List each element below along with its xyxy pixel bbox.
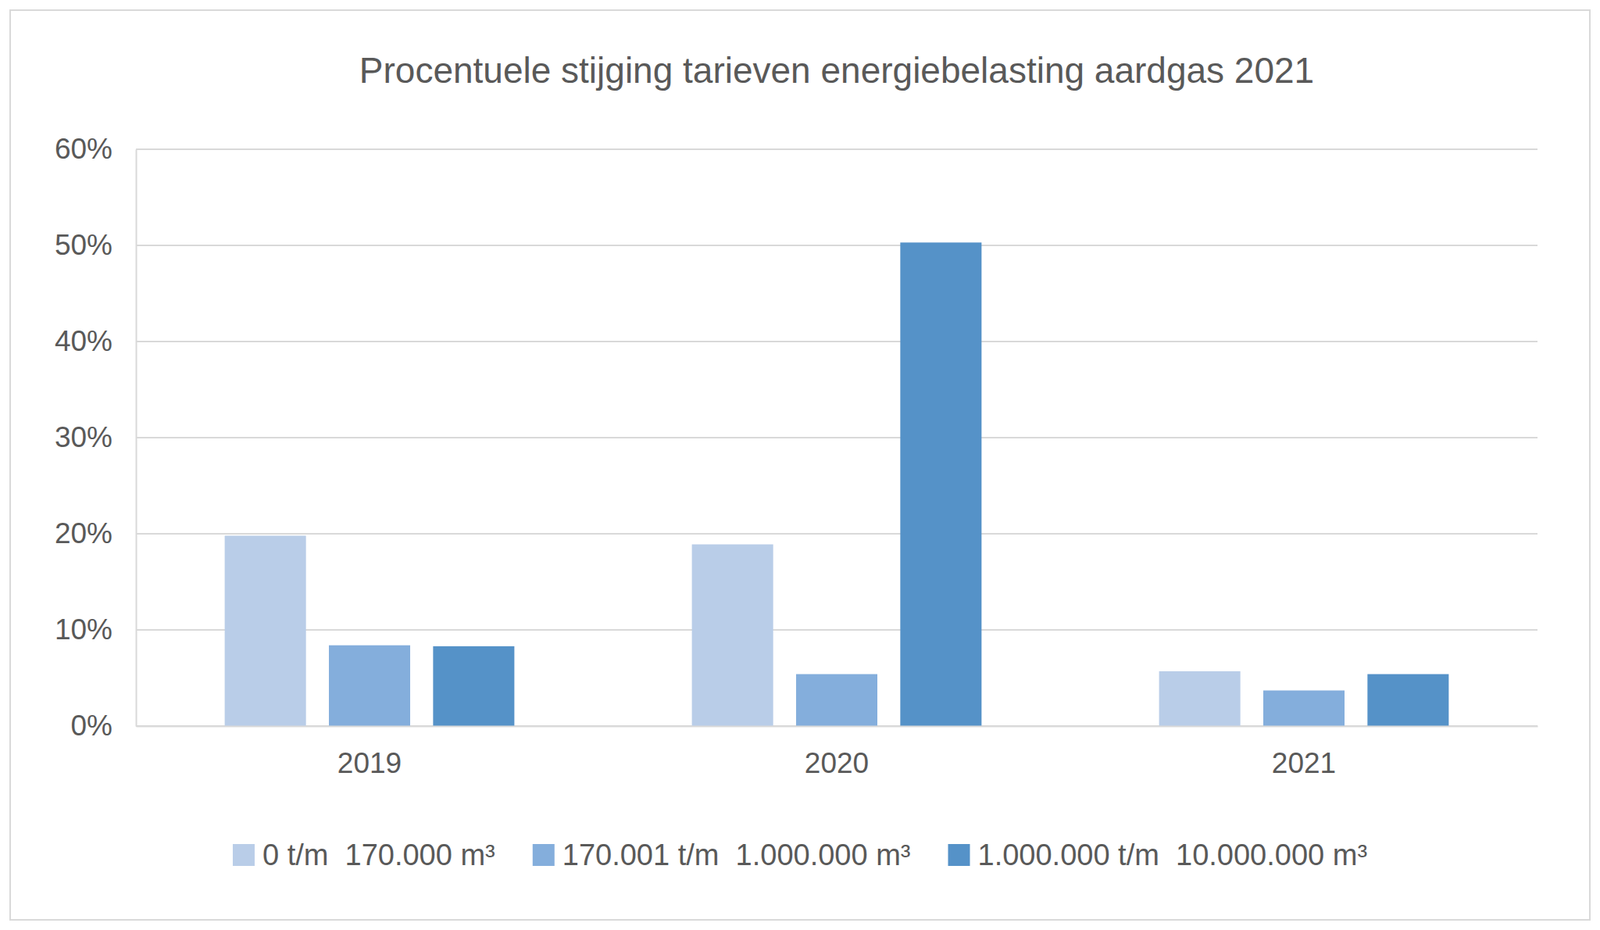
bar — [796, 674, 878, 726]
y-tick-label: 50% — [54, 228, 113, 261]
bar — [432, 646, 515, 726]
series — [432, 242, 1449, 726]
grid-line — [135, 340, 1538, 343]
legend-swatch — [948, 843, 971, 866]
bar — [225, 535, 307, 726]
series — [225, 535, 1241, 726]
chart: Procentuele stijging tarieven energiebel… — [0, 0, 1600, 930]
y-tick-label: 60% — [54, 132, 113, 165]
bar — [692, 544, 774, 726]
grid — [135, 149, 1538, 726]
y-tick: 20% — [54, 517, 136, 550]
y-axis-line — [135, 150, 138, 727]
y-tick: 10% — [54, 613, 136, 646]
y-tick-label: 40% — [54, 325, 113, 358]
grid-line — [135, 244, 1538, 247]
y-tick-label: 30% — [54, 421, 113, 454]
grid-line — [135, 628, 1538, 631]
legend-item: 1.000.000 t/m 10.000.000 m³ — [948, 838, 1368, 872]
grid-line — [135, 436, 1538, 439]
bar — [1367, 674, 1449, 726]
legend-swatch — [532, 843, 555, 866]
x-tick: 2021 — [1271, 725, 1336, 779]
bar — [1159, 671, 1241, 726]
x-tick-label: 2020 — [804, 746, 869, 779]
title: Procentuele stijging tarieven energiebel… — [359, 50, 1315, 91]
chart-frame — [10, 10, 1590, 920]
y-tick: 50% — [54, 228, 136, 261]
y-tick-label: 0% — [71, 709, 113, 742]
grid-line — [135, 148, 1538, 150]
y-tick: 60% — [54, 132, 136, 165]
bar — [1263, 689, 1345, 726]
x-tick-label: 2019 — [337, 746, 402, 779]
grid-line — [135, 532, 1538, 535]
y-tick-label: 10% — [54, 613, 113, 646]
legend-label: 0 t/m 170.000 m³ — [262, 838, 496, 872]
y-axis: 0% 10% 20% 30% 40% 50% 60% — [54, 132, 137, 742]
legend-label: 170.001 t/m 1.000.000 m³ — [562, 838, 911, 872]
bar — [900, 242, 982, 726]
bar — [328, 645, 411, 726]
x-axis-line — [136, 725, 1539, 728]
legend-label: 1.000.000 t/m 10.000.000 m³ — [978, 838, 1368, 872]
y-tick-label: 20% — [54, 517, 113, 550]
legend-item: 170.001 t/m 1.000.000 m³ — [532, 838, 911, 872]
series — [328, 645, 1345, 726]
legend: 0 t/m 170.000 m³ 170.001 t/m 1.000.000 m³… — [232, 838, 1368, 872]
x-tick: 2020 — [804, 725, 869, 779]
x-axis: 2019 2020 2021 — [136, 725, 1539, 779]
x-tick-label: 2021 — [1271, 746, 1336, 779]
y-tick: 0% — [71, 709, 136, 742]
legend-item: 0 t/m 170.000 m³ — [232, 838, 496, 872]
bars — [225, 242, 1450, 726]
legend-swatch — [232, 843, 255, 866]
y-tick: 40% — [54, 325, 136, 358]
y-tick: 30% — [54, 421, 136, 454]
x-tick: 2019 — [337, 725, 402, 779]
